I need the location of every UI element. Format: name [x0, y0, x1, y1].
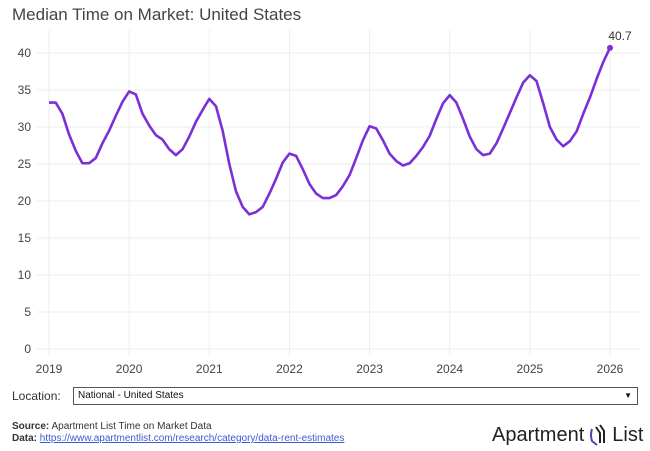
x-tick-label: 2023	[356, 362, 383, 376]
y-tick-label: 40	[18, 46, 32, 60]
y-tick-label: 0	[24, 342, 31, 356]
data-link[interactable]: https://www.apartmentlist.com/research/c…	[39, 433, 345, 444]
logo-mark-icon	[590, 424, 606, 446]
x-tick-label: 2020	[116, 362, 143, 376]
y-tick-label: 20	[18, 194, 32, 208]
location-label: Location:	[12, 389, 61, 403]
x-tick-label: 2026	[597, 362, 624, 376]
data-label: Data:	[12, 433, 38, 444]
logo-text-right: List	[612, 423, 644, 446]
y-tick-label: 5	[24, 305, 31, 319]
x-tick-label: 2022	[276, 362, 303, 376]
chevron-down-icon: ▼	[624, 391, 632, 400]
y-tick-label: 30	[18, 120, 32, 134]
x-tick-label: 2019	[36, 362, 63, 376]
apartment-list-logo: Apartment List	[492, 423, 643, 447]
series-line	[49, 47, 612, 216]
location-select[interactable]: National - United States ▼	[73, 387, 638, 405]
end-value-label: 40.7	[608, 29, 632, 43]
logo-text-left: Apartment	[492, 423, 585, 446]
x-tick-label: 2024	[436, 362, 463, 376]
y-tick-label: 15	[18, 231, 32, 245]
x-tick-label: 2021	[196, 362, 223, 376]
y-tick-label: 25	[18, 157, 32, 171]
source-notes: Source: Apartment List Time on Market Da…	[12, 421, 344, 445]
chart-title: Median Time on Market: United States	[12, 5, 302, 24]
y-tick-label: 35	[18, 83, 32, 97]
source-text: Apartment List Time on Market Data	[51, 421, 212, 432]
data-point	[607, 44, 613, 51]
location-select-value: National - United States	[78, 390, 184, 401]
y-tick-label: 10	[18, 268, 32, 282]
x-tick-label: 2025	[517, 362, 544, 376]
source-label: Source:	[12, 421, 50, 432]
